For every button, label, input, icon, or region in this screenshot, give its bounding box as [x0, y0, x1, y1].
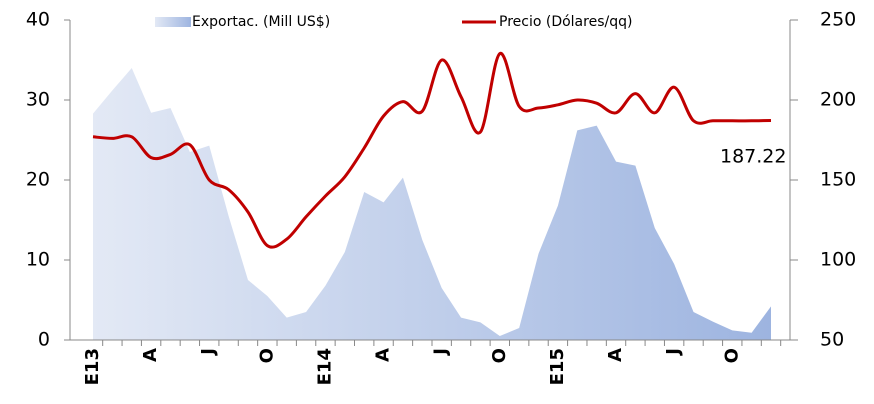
y2-tick-label: 200: [820, 89, 856, 111]
x-tick-label: A: [140, 348, 161, 362]
annotation: 187.22: [720, 146, 786, 168]
x-tick-label: O: [489, 348, 510, 363]
y-tick-label: 10: [26, 249, 50, 271]
x-tick-label: E15: [547, 348, 568, 385]
y2-tick-label: 150: [820, 169, 856, 191]
y-tick-label: 20: [26, 169, 50, 191]
x-tick-label: J: [663, 348, 684, 357]
x-tick-label: A: [373, 348, 394, 362]
x-tick-label: E14: [314, 348, 335, 385]
legend-swatch: [155, 17, 191, 27]
y2-tick-label: 250: [820, 9, 856, 31]
x-tick-label: O: [256, 348, 277, 363]
area: [93, 68, 771, 340]
x-tick-label: O: [721, 348, 742, 363]
y-tick-label: 40: [26, 9, 50, 31]
y-tick-label: 0: [38, 329, 50, 351]
x-tick-label: A: [605, 348, 626, 362]
legend-label: Exportac. (Mill US$): [192, 14, 330, 30]
line: [92, 52, 772, 249]
x-tick-label: J: [431, 348, 452, 357]
y-tick-label: 30: [26, 89, 50, 111]
x-tick-label: E13: [82, 348, 103, 385]
x-tick-label: J: [198, 348, 219, 357]
legend-label: Precio (Dólares/qq): [499, 14, 632, 30]
y2-tick-label: 100: [820, 249, 856, 271]
y2-tick-label: 50: [820, 329, 844, 351]
